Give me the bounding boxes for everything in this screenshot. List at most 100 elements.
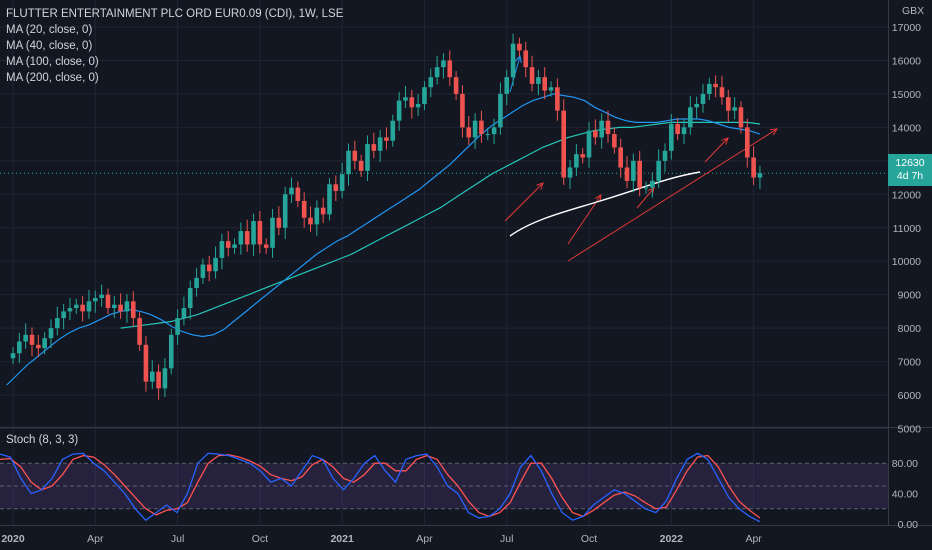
candle-body — [390, 120, 396, 141]
candle-body — [48, 328, 54, 339]
stoch-label[interactable]: Stoch (8, 3, 3) — [6, 434, 79, 446]
candle-body — [662, 150, 668, 161]
time-tick-label: 2020 — [1, 533, 25, 545]
candle-body — [586, 130, 592, 158]
candle-body — [162, 368, 168, 389]
candle-body — [700, 93, 706, 104]
candle-body — [631, 160, 636, 181]
candle-body — [206, 264, 212, 272]
candle-body — [36, 344, 41, 349]
symbol-title[interactable]: FLUTTER ENTERTAINMENT PLC ORD EUR0.09 (C… — [6, 8, 344, 20]
stoch-tick-label: 40.00 — [892, 489, 918, 501]
candle-body — [118, 304, 123, 312]
price-tick-label: 8000 — [898, 323, 922, 335]
price-tick-label: 17000 — [892, 22, 921, 34]
candle-body — [320, 207, 326, 215]
candle-body — [593, 130, 598, 138]
candle-body — [137, 318, 142, 345]
candle-body — [732, 107, 737, 111]
candle-body — [384, 137, 389, 141]
ma100-label[interactable]: MA (100, close, 0) — [6, 56, 99, 68]
candle-body — [561, 110, 567, 178]
candle-body — [548, 87, 554, 91]
candle-body — [251, 221, 256, 245]
trend-arrow — [567, 194, 602, 245]
trend-arrow-blue-head — [515, 54, 522, 63]
candle-body — [352, 150, 358, 161]
candle-body — [707, 83, 712, 94]
chart-legend: FLUTTER ENTERTAINMENT PLC ORD EUR0.09 (C… — [6, 6, 343, 86]
ma40-line — [120, 121, 760, 329]
trend-arrow-head — [769, 128, 778, 136]
candle-body — [757, 173, 763, 178]
candle-body — [377, 137, 383, 151]
candle-body — [225, 241, 231, 248]
candle-body — [447, 60, 453, 78]
candle-body — [688, 107, 693, 128]
candle-body — [295, 187, 301, 201]
candle-body — [29, 334, 35, 345]
candle-body — [213, 257, 218, 272]
ma40-label[interactable]: MA (40, close, 0) — [6, 40, 93, 52]
trend-arrow — [704, 137, 729, 163]
candle-body — [257, 221, 263, 245]
candle-body — [650, 180, 655, 188]
candle-body — [428, 77, 434, 88]
candle-body — [156, 371, 161, 389]
candle-body — [744, 127, 750, 158]
candle-body — [618, 147, 623, 168]
candle-body — [346, 150, 351, 175]
candle-body — [396, 100, 402, 121]
candle-body — [282, 194, 288, 228]
candle-body — [168, 334, 174, 369]
candle-body — [181, 308, 187, 319]
trend-drawings[interactable] — [504, 54, 778, 262]
candle-body — [434, 67, 440, 78]
candle-body — [111, 304, 117, 309]
stoch-tick-label: 80.00 — [892, 458, 918, 470]
candle-body — [415, 103, 421, 108]
price-tick-label: 5000 — [898, 424, 922, 436]
candle-body — [143, 344, 149, 382]
candle-body — [675, 124, 680, 135]
candle-body — [479, 120, 484, 135]
axes: 1700016000150001400013000120001100010000… — [1, 22, 921, 545]
trend-arrow — [636, 187, 655, 209]
bar-countdown: 4d 7h — [896, 170, 924, 182]
time-tick-label: Apr — [87, 533, 104, 545]
currency-label: GBX — [902, 5, 925, 17]
candle-body — [55, 318, 60, 329]
candle-body — [10, 353, 16, 359]
candle-body — [371, 144, 377, 151]
candle-body — [289, 187, 294, 195]
candle-body — [219, 241, 225, 258]
candle-body — [453, 77, 459, 94]
candle-body — [580, 154, 585, 158]
candle-body — [365, 144, 370, 171]
last-price-value: 12630 — [895, 157, 925, 169]
candle-body — [719, 87, 725, 98]
price-tick-label: 6000 — [898, 390, 922, 402]
ma20-label[interactable]: MA (20, close, 0) — [6, 24, 93, 36]
price-tick-label: 11000 — [893, 223, 922, 235]
candle-body — [92, 298, 98, 302]
candle-body — [358, 160, 364, 171]
price-tick-label: 10000 — [892, 256, 921, 268]
candle-body — [605, 120, 611, 135]
candle-body — [67, 308, 73, 312]
candle-body — [498, 93, 503, 128]
candles — [10, 33, 763, 400]
candle-body — [510, 43, 516, 78]
candle-body — [523, 50, 529, 68]
candle-body — [422, 87, 427, 104]
ma200-label[interactable]: MA (200, close, 0) — [6, 72, 99, 84]
stoch-k-line — [0, 452, 761, 523]
time-tick-label: Oct — [581, 533, 597, 545]
candle-body — [491, 127, 497, 135]
candle-body — [738, 107, 744, 128]
candle-body — [74, 304, 79, 309]
candle-body — [333, 184, 339, 191]
time-tick-label: Jul — [171, 533, 184, 545]
price-tick-label: 9000 — [898, 290, 922, 302]
